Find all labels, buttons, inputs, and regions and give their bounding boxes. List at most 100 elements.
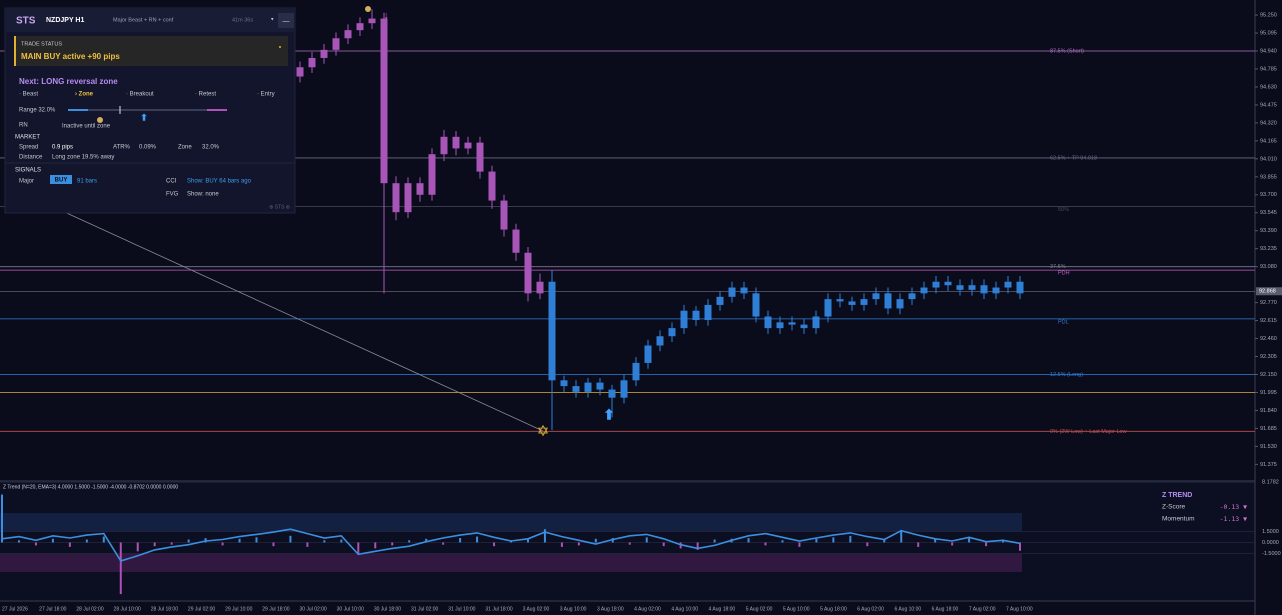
y-tick-label: 91.995 (1260, 390, 1277, 396)
momentum-bar (442, 542, 445, 545)
dropdown[interactable]: ▾ (271, 16, 274, 22)
x-tick-label: 5 Aug 18:00 (820, 606, 847, 612)
momentum-bar (577, 542, 580, 546)
candle-body (776, 322, 784, 329)
candle-body (404, 183, 412, 213)
candle-body (644, 345, 652, 363)
momentum-bar (764, 542, 767, 546)
x-tick-label: 28 Jul 02:00 (76, 606, 103, 612)
market-value: 0.9 pips (52, 145, 73, 151)
momentum-bar (815, 538, 818, 543)
candle-body (692, 310, 700, 320)
x-tick-label: 30 Jul 02:00 (299, 606, 326, 612)
momentum-bar (34, 542, 37, 546)
x-tick-label: 27 Jul 18:00 (39, 606, 66, 612)
y-tick-label: 92.770 (1260, 300, 1277, 306)
x-tick-label: 4 Aug 18:00 (709, 606, 736, 612)
minimize-button[interactable] (278, 13, 294, 28)
candle-body (572, 386, 580, 392)
momentum-bar (968, 538, 971, 543)
rn-dot (97, 117, 103, 123)
momentum-bar (1019, 542, 1021, 551)
candle-body (296, 67, 304, 77)
candle-body (356, 23, 364, 31)
candle-body (416, 183, 424, 195)
minimize-icon[interactable]: — (283, 18, 290, 25)
signal-value: Show: BUY 64 bars ago (187, 179, 252, 185)
status-label: TRADE STATUS (21, 41, 62, 47)
range-label: Range 32.0% (19, 108, 56, 114)
candle-body (452, 136, 460, 149)
levels: 87.5% (Short)62.5% + TP 94.01850%37.5%PD… (0, 48, 1255, 435)
momentum-bar (798, 542, 801, 547)
candle-body (500, 200, 508, 230)
momentum-bar (459, 538, 462, 543)
momentum-bar (391, 542, 394, 546)
level-label: PDH (1058, 271, 1070, 277)
buy-badge (50, 175, 72, 184)
x-tick-label: 3 Aug 02:00 (523, 606, 550, 612)
x-tick-label: 5 Aug 10:00 (783, 606, 810, 612)
candle-body (524, 252, 532, 294)
level-label: 50% (1058, 207, 1069, 213)
indicator (0, 481, 1255, 595)
momentum-bar (68, 542, 71, 547)
candle-body (788, 322, 796, 325)
badge-text: BUY (55, 178, 68, 184)
x-tick-label: 27 Jul 2026 (2, 606, 28, 612)
status-accent (14, 36, 16, 66)
momentum-bar (255, 537, 258, 543)
market-value: Long zone 19.5% away (52, 155, 114, 161)
momentum-bar (747, 538, 750, 543)
momentum-bar (323, 540, 326, 543)
candle-body (872, 293, 880, 300)
last-price-box (1256, 287, 1282, 296)
momentum-bar (526, 538, 529, 543)
signal-value: 91 bars (77, 179, 97, 185)
y-tick-label: 94.010 (1260, 156, 1277, 162)
step: · Beast (19, 92, 38, 98)
momentum-bar (1, 494, 3, 543)
momentum-bar (917, 542, 920, 547)
candle-body (1016, 281, 1024, 294)
x-tick-label: 29 Jul 18:00 (262, 606, 289, 612)
candle-body (752, 293, 760, 317)
momentum-bar (119, 542, 122, 595)
symbol: NZDJPY H1 (46, 17, 84, 24)
candle-body (392, 183, 400, 213)
candle-body (668, 328, 676, 337)
market-key: ATR% (113, 145, 131, 151)
rn-label: RN (19, 123, 28, 129)
x-tick-label: 6 Aug 18:00 (932, 606, 959, 612)
x-tick-label: 4 Aug 02:00 (634, 606, 661, 612)
trend-line (59, 209, 544, 432)
momentum-bar (408, 540, 411, 543)
momentum-bar (900, 529, 903, 543)
momentum-bar (934, 538, 937, 543)
momentum-bar (985, 542, 988, 547)
readout-value: -1.13 ▼ (1220, 515, 1247, 523)
level-label: 87.5% (Short) (1050, 48, 1084, 54)
timer: 41m 36s (232, 17, 253, 23)
candle-body (380, 18, 388, 184)
market-value: 0.09% (139, 145, 157, 151)
y-tick-label: 93.390 (1260, 228, 1277, 234)
candle-body (320, 49, 328, 58)
x-tick-label: 28 Jul 10:00 (114, 606, 141, 612)
candle-body (848, 301, 856, 305)
momentum-bar (85, 539, 88, 543)
step: · Retest (195, 92, 216, 98)
candle-body (800, 324, 808, 329)
y-tick-label: 92.305 (1260, 354, 1277, 360)
momentum-bar (849, 535, 852, 543)
y-tick-label: 91.375 (1260, 462, 1277, 468)
candle-body (596, 382, 604, 390)
momentum-bar (289, 535, 292, 543)
level-label: PDL (1058, 319, 1069, 325)
y-tick-label: 91.840 (1260, 408, 1277, 414)
axes: 95.250 95.095 94.940 94.785 94.630 94.475 94.3… (2, 13, 1282, 612)
candle-body (656, 336, 664, 346)
candle-body (536, 281, 544, 294)
star-icon: ✡ (537, 423, 550, 440)
